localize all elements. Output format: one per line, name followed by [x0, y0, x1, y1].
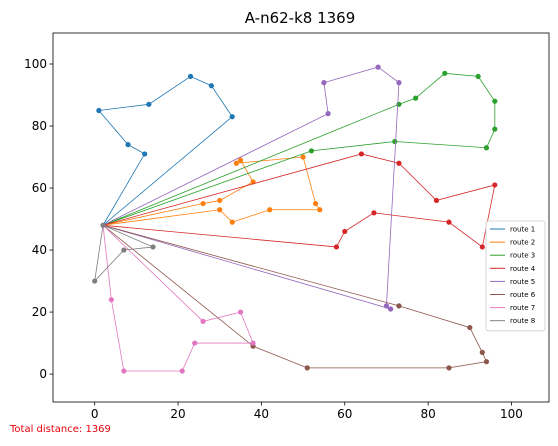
route-stop-point — [109, 297, 114, 302]
route-line — [95, 225, 153, 281]
route-stop-point — [121, 368, 126, 373]
route-stop-point — [434, 198, 439, 203]
x-tick-label: 80 — [420, 407, 435, 421]
route-stop-point — [200, 319, 205, 324]
route-stop-point — [209, 83, 214, 88]
route-stop-point — [96, 108, 101, 113]
route-stop-point — [396, 161, 401, 166]
legend-entry-label: route 1 — [510, 226, 535, 234]
route-stop-point — [334, 244, 339, 249]
total-distance-label: Total distance: 1369 — [10, 424, 111, 435]
route-stop-point — [446, 220, 451, 225]
route-stop-point — [484, 359, 489, 364]
route-line — [103, 157, 320, 225]
route-stop-point — [230, 114, 235, 119]
y-tick-label: 0 — [39, 367, 47, 381]
x-tick-label: 100 — [500, 407, 523, 421]
route-stop-point — [121, 247, 126, 252]
route-stop-point — [413, 96, 418, 101]
series-route-8 — [92, 225, 156, 283]
legend-entry-label: route 3 — [510, 252, 535, 260]
route-stop-point — [442, 71, 447, 76]
route-stop-point — [313, 201, 318, 206]
route-stop-point — [267, 207, 272, 212]
route-stop-point — [384, 303, 389, 308]
chart-title: A-n62-k8 1369 — [245, 9, 356, 27]
route-stop-point — [396, 303, 401, 308]
series-route-6 — [103, 225, 489, 370]
legend-entry-label: route 6 — [510, 291, 536, 299]
route-stop-point — [250, 340, 255, 345]
route-stop-point — [230, 220, 235, 225]
y-tick-label: 60 — [32, 181, 47, 195]
route-stop-point — [492, 182, 497, 187]
route-stop-point — [396, 80, 401, 85]
y-tick-label: 100 — [24, 57, 47, 71]
route-stop-point — [325, 111, 330, 116]
legend-entry-label: route 4 — [510, 265, 536, 273]
route-stop-point — [467, 325, 472, 330]
route-stop-point — [492, 99, 497, 104]
route-stop-point — [480, 350, 485, 355]
route-stop-point — [125, 142, 130, 147]
route-stop-point — [305, 365, 310, 370]
route-stop-point — [480, 244, 485, 249]
plot-frame — [53, 33, 549, 402]
route-stop-point — [321, 80, 326, 85]
x-tick-label: 20 — [170, 407, 185, 421]
route-stop-point — [200, 201, 205, 206]
y-tick-label: 20 — [32, 305, 47, 319]
route-stop-point — [217, 207, 222, 212]
depot-point — [100, 223, 105, 228]
route-stop-point — [359, 151, 364, 156]
route-stop-point — [146, 102, 151, 107]
x-tick-label: 40 — [254, 407, 269, 421]
route-stop-point — [188, 74, 193, 79]
legend-entry-label: route 5 — [510, 278, 535, 286]
route-stop-point — [309, 148, 314, 153]
route-stop-point — [150, 244, 155, 249]
series-route-4 — [103, 151, 497, 249]
route-stop-point — [446, 365, 451, 370]
route-stop-point — [376, 65, 381, 70]
legend-entry-label: route 2 — [510, 239, 535, 247]
route-stop-point — [192, 340, 197, 345]
y-tick-label: 40 — [32, 243, 47, 257]
series-layer — [92, 65, 497, 374]
route-stop-point — [317, 207, 322, 212]
route-stop-point — [388, 306, 393, 311]
route-stop-point — [484, 145, 489, 150]
route-line — [103, 225, 486, 368]
legend: route 1 route 2 route 3 route 4 route 5 route… — [486, 221, 545, 331]
legend-box — [486, 221, 545, 331]
route-stop-point — [92, 278, 97, 283]
legend-entry-label: route 8 — [510, 317, 535, 325]
route-stop-point — [238, 309, 243, 314]
route-stop-point — [492, 127, 497, 132]
route-stop-point — [180, 368, 185, 373]
route-stop-point — [234, 161, 239, 166]
route-stop-point — [396, 102, 401, 107]
y-tick-label: 80 — [32, 119, 47, 133]
series-route-2 — [103, 154, 322, 225]
route-stop-point — [142, 151, 147, 156]
route-stop-point — [300, 154, 305, 159]
route-stop-point — [476, 74, 481, 79]
legend-entry-label: route 7 — [510, 304, 535, 312]
route-stop-point — [371, 210, 376, 215]
route-stop-point — [392, 139, 397, 144]
route-stop-point — [217, 198, 222, 203]
x-tick-label: 60 — [337, 407, 352, 421]
route-stop-point — [342, 229, 347, 234]
x-tick-label: 0 — [91, 407, 99, 421]
